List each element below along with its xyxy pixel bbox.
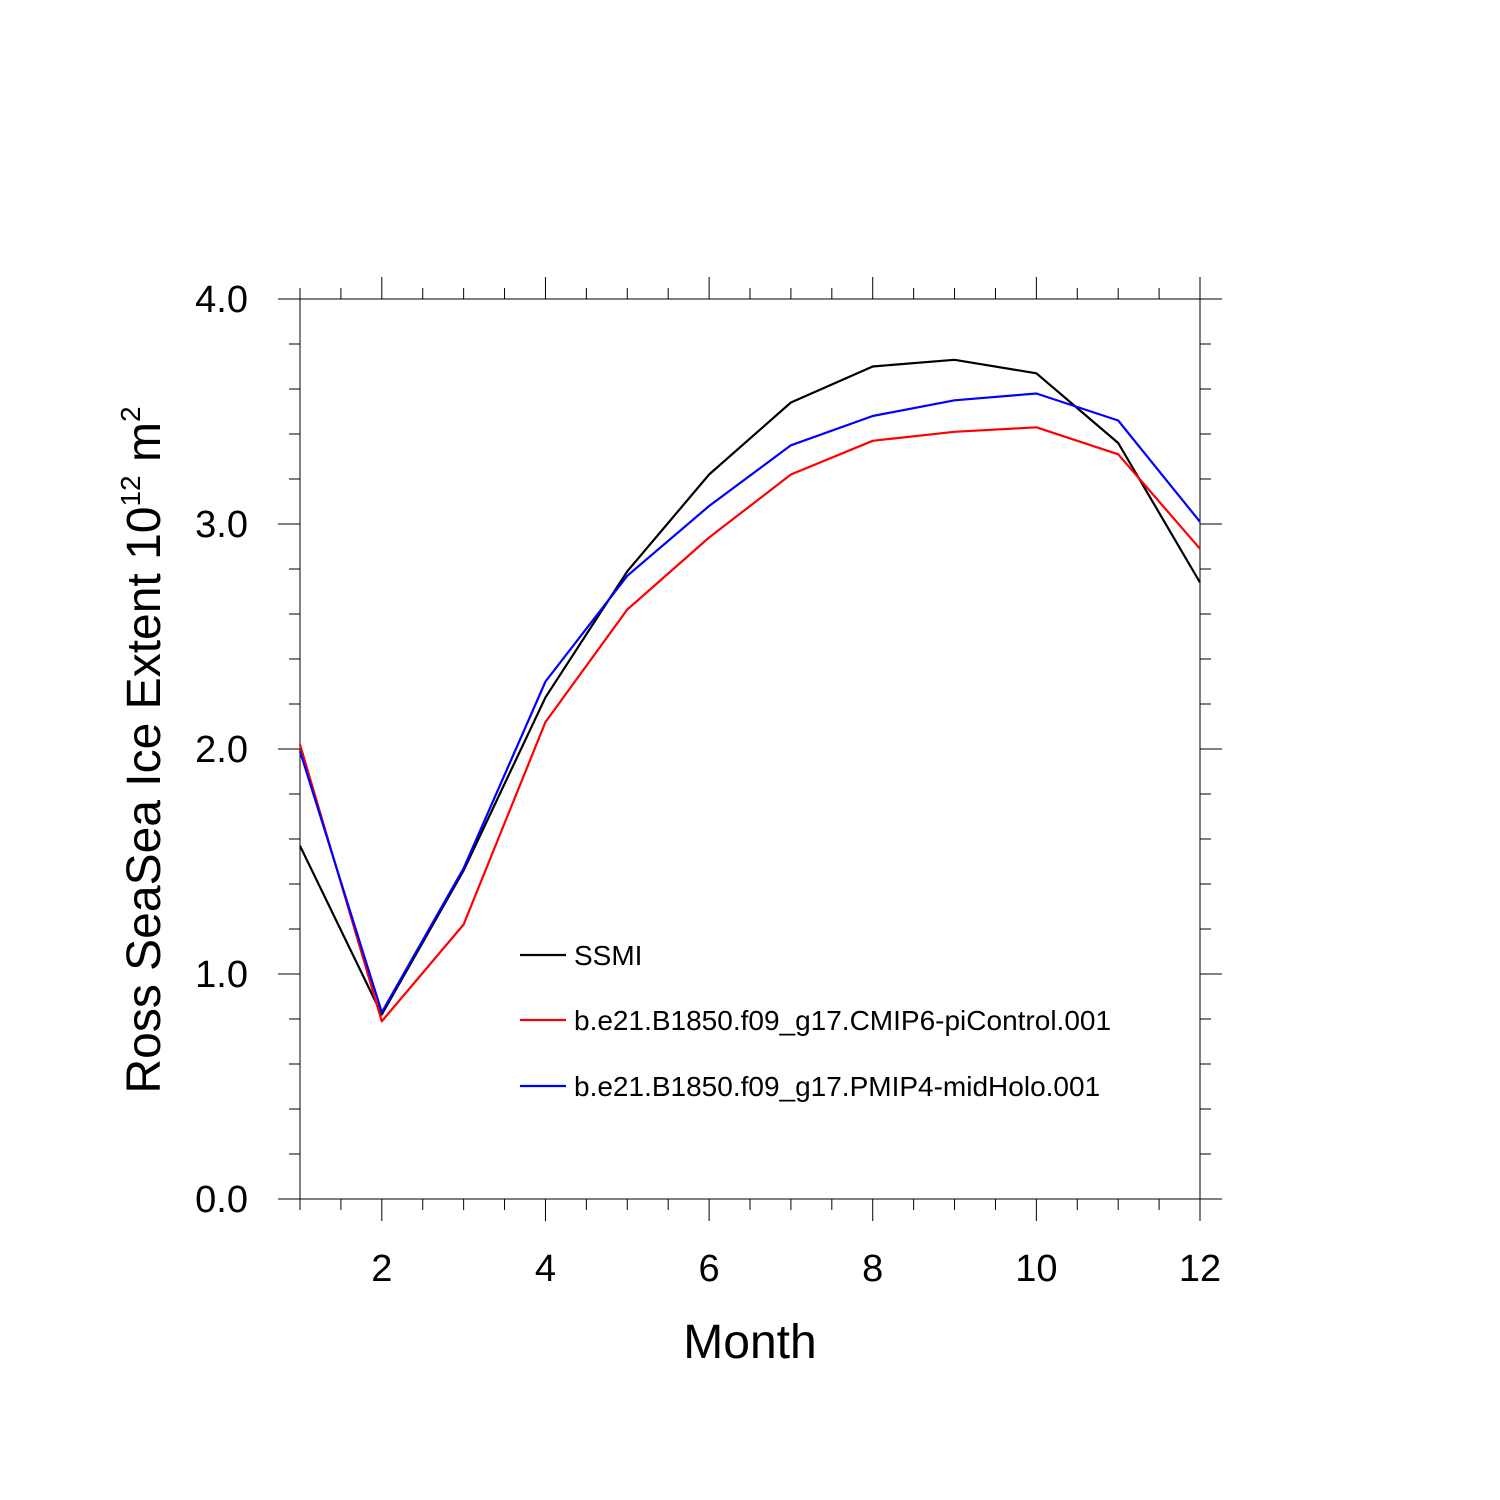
series-line-0 <box>299 358 1201 1016</box>
y-axis-label-unit-spacer <box>118 462 171 475</box>
x-tick-label: 12 <box>1179 1248 1221 1290</box>
x-tick-labels: 2 4 6 8 10 12 <box>371 1248 1221 1290</box>
legend-label: b.e21.B1850.f09_g17.CMIP6-piControl.001 <box>574 1005 1111 1036</box>
y-axis-label-exponent: 12 <box>115 475 146 506</box>
y-tick-labels: 0.0 1.0 2.0 3.0 4.0 <box>195 279 248 1221</box>
legend-label: SSMI <box>574 940 642 971</box>
series-line-1 <box>298 426 1201 1023</box>
x-tick-label: 2 <box>371 1248 392 1290</box>
y-tick-label: 1.0 <box>195 954 248 996</box>
x-axis-label: Month <box>683 1316 816 1369</box>
legend: SSMI b.e21.B1850.f09_g17.CMIP6-piControl.… <box>520 940 1111 1102</box>
y-tick-label: 0.0 <box>195 1179 248 1221</box>
y-axis-label-unit: m <box>118 422 171 462</box>
y-tick-label: 3.0 <box>195 504 248 546</box>
y-axis-label-main: Ross SeaSea Ice Extent 10 <box>118 507 171 1094</box>
series-lines <box>298 358 1201 1023</box>
axis-ticks <box>278 277 1222 1221</box>
y-tick-label: 4.0 <box>195 279 248 321</box>
plot-frame <box>299 298 1201 1200</box>
x-tick-label: 4 <box>535 1248 556 1290</box>
x-tick-label: 6 <box>699 1248 720 1290</box>
x-tick-label: 8 <box>862 1248 883 1290</box>
y-axis-label-unit-exponent: 2 <box>115 406 146 422</box>
x-tick-label: 10 <box>1015 1248 1057 1290</box>
series-line-2 <box>298 392 1201 1014</box>
y-tick-label: 2.0 <box>195 729 248 771</box>
legend-label: b.e21.B1850.f09_g17.PMIP4-midHolo.001 <box>574 1071 1100 1102</box>
y-axis-label: Ross SeaSea Ice Extent 1012 m2 <box>115 406 171 1093</box>
